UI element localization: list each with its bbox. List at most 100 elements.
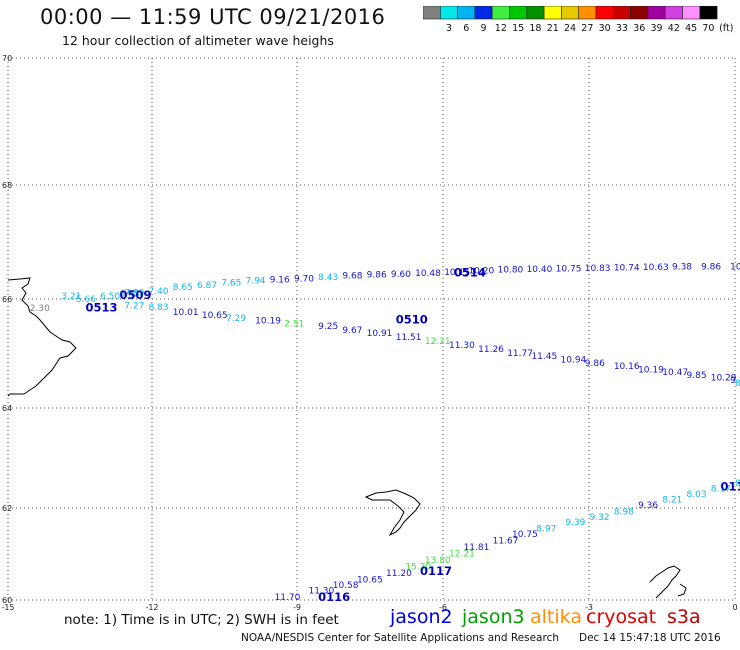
wave-height-label: 8.03 — [687, 490, 707, 500]
legend-jason3: jason3 — [462, 606, 525, 628]
shetland-islands-coastline — [649, 565, 687, 599]
wave-height-label: 11.30 — [449, 341, 475, 351]
wave-height-label: 10.16 — [614, 362, 640, 372]
legend-cryosat: cryosat — [586, 606, 657, 628]
wave-height-label: 8.65 — [173, 283, 193, 293]
colorbar-tick-label: 9 — [481, 23, 487, 34]
latitude-tick-label: 68 — [2, 181, 12, 190]
colorbar-tick-label: 39 — [651, 23, 663, 34]
wave-height-label: 10.83 — [585, 264, 611, 274]
wave-height-label: 2.51 — [284, 319, 304, 329]
wave-height-label: 10.94 — [561, 356, 587, 366]
track-0509-0514: 6.65 8.65 6.87 7.65 7.94 9.16 9.70 8.43 9.68 9.86… — [119, 262, 740, 299]
wave-height-label: 10.47 — [662, 368, 688, 378]
wave-height-label: 11.20 — [386, 569, 412, 579]
legend-altika: altika — [530, 606, 582, 628]
longitude-tick-label: 0 — [732, 603, 737, 612]
wave-height-label: 10.65 — [357, 576, 383, 586]
wave-height-label: 9.25 — [318, 322, 338, 332]
wave-height-label: 8.21 — [662, 495, 682, 505]
wave-height-label: 9.68 — [342, 272, 362, 282]
track-0509-0513: 2.303.215.66 6.50 7.99 7.407.27 8.83 10.01 10.… — [30, 287, 740, 389]
wave-height-label: 10.91 — [367, 329, 393, 339]
wave-height-label: 10.80 — [498, 266, 524, 276]
wave-height-label: 10.75 — [512, 530, 538, 540]
wave-height-label: 11.67 — [493, 537, 519, 547]
wave-height-colorbar: 3 6 9 12 15 18 21 24 27 30 33 36 39 42 45 70 (ft) — [423, 6, 733, 34]
wave-height-label: 10.74 — [614, 263, 640, 273]
wave-height-label: 10.19 — [638, 365, 664, 375]
wave-height-label: 8.17 — [711, 485, 731, 495]
wave-height-label: 10.20 — [468, 267, 494, 277]
wave-height-label: 10.58 — [333, 581, 359, 591]
wave-height-label: 11.77 — [507, 349, 533, 359]
map-title: 00:00 — 11:59 UTC 09/21/2016 — [40, 5, 386, 29]
latitude-tick-label: 64 — [2, 404, 12, 413]
longitude-tick-label: -3 — [585, 603, 593, 612]
units-note: note: 1) Time is in UTC; 2) SWH is in fe… — [64, 612, 339, 628]
latitude-tick-label: 60 — [2, 596, 12, 605]
wave-height-label: 7.29 — [226, 314, 246, 324]
pass-time-label: 0509 — [119, 288, 151, 302]
colorbar-tick-label: 24 — [564, 23, 576, 34]
colorbar-tick-label: 12 — [495, 23, 507, 34]
colorbar-tick-label: 6 — [463, 23, 469, 34]
legend-jason2: jason2 — [390, 606, 453, 628]
map-subtitle: 12 hour collection of altimeter wave hei… — [62, 33, 334, 48]
track-0116-0118: 11.70 11.3010.5810.6511.2015.3013.8012.21… — [275, 479, 740, 603]
wave-height-label: 8.43 — [318, 273, 338, 283]
colorbar-tick-label: 21 — [547, 23, 559, 34]
wave-height-label: 8.83 — [149, 303, 169, 313]
wave-height-label: 8.30 — [735, 379, 740, 389]
pass-time-label: 0514 — [454, 265, 486, 279]
wave-height-label: 10.48 — [415, 269, 441, 279]
wave-height-label: 7.99 — [124, 288, 144, 298]
wave-height-label: 13.80 — [425, 556, 451, 566]
pass-time-label: 0118 — [720, 480, 740, 494]
wave-height-label: 12.21 — [425, 337, 451, 347]
wave-height-label: 6.87 — [197, 281, 217, 291]
wave-height-label: 7.94 — [245, 276, 265, 286]
colorbar-tick-label: 3 — [446, 23, 452, 34]
latitude-tick-label: 62 — [2, 504, 12, 513]
wave-height-label: 9.86 — [701, 262, 721, 272]
pass-time-label: 0116 — [318, 590, 350, 604]
wave-height-label: 12.21 — [449, 550, 475, 560]
longitude-tick-label: -15 — [1, 603, 14, 612]
wave-height-label: 11.45 — [531, 352, 557, 362]
wave-height-label: 9.67 — [342, 326, 362, 336]
wave-height-label: 6.65 — [119, 289, 139, 299]
wave-height-label: 10.40 — [527, 265, 553, 275]
wave-height-label: 11.81 — [464, 543, 490, 553]
wave-height-label: 8.08 — [735, 479, 740, 489]
wave-height-label: 9.14 — [730, 376, 740, 386]
colorbar-tick-label: 15 — [512, 23, 524, 34]
colorbar-tick-label: 42 — [668, 23, 680, 34]
wave-height-label: 10 — [730, 262, 740, 272]
wave-height-label: 10.75 — [556, 265, 582, 275]
wave-height-label: 9.86 — [367, 271, 387, 281]
faroe-islands-coastline — [364, 489, 421, 537]
latitude-tick-label: 66 — [2, 295, 12, 304]
longitude-tick-label: -9 — [293, 603, 301, 612]
wave-height-label: 9.32 — [590, 513, 610, 523]
legend-s3a: s3a — [667, 606, 701, 628]
colorbar-tick-label: 27 — [581, 23, 593, 34]
wave-height-label: 10.15 — [444, 268, 470, 278]
wave-height-label: 9.86 — [585, 359, 605, 369]
wave-height-label: 9.60 — [391, 270, 411, 280]
colorbar-tick-label: 30 — [599, 23, 611, 34]
wave-height-label: 10.63 — [643, 263, 669, 273]
colorbar-swatch — [699, 6, 718, 20]
pass-time-label: 0117 — [420, 564, 452, 578]
longitude-tick-label: -12 — [145, 603, 158, 612]
wave-height-label: 9.70 — [294, 274, 314, 284]
wave-height-label: 11.51 — [396, 333, 422, 343]
iceland-coastline — [7, 277, 77, 397]
wave-height-label: 11.26 — [478, 345, 504, 355]
wave-height-label: 10.29 — [711, 373, 737, 383]
wave-height-label: 5.66 — [76, 295, 96, 305]
wave-height-label: 11.30 — [308, 586, 334, 596]
wave-height-label: 11.70 — [275, 593, 301, 603]
